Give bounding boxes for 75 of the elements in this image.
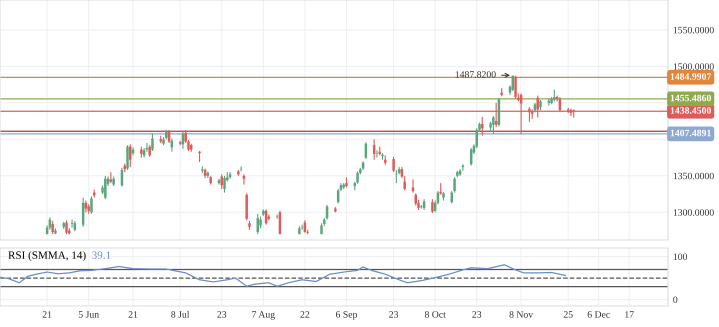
x-tick-label: 22 (300, 311, 310, 318)
candlestick (112, 176, 115, 187)
candlestick (264, 208, 268, 226)
candlestick (104, 175, 107, 200)
y-tick-label: 1550.0000 (674, 26, 714, 34)
candlestick (412, 178, 414, 194)
y-tick-label: 1350.0000 (674, 172, 714, 180)
candlestick (534, 102, 536, 113)
candlestick (204, 168, 206, 179)
candlestick (74, 220, 76, 232)
y-tick-label: 1300.0000 (674, 209, 714, 216)
candlestick (170, 138, 174, 152)
annotation: 1487.8200 (456, 71, 496, 78)
x-tick-label: 23 (472, 311, 482, 318)
candlestick (220, 174, 223, 190)
x-tick-label: 8 Nov (509, 311, 534, 318)
candlestick (256, 213, 260, 235)
y-tick-label: 0 (673, 296, 678, 304)
candlestick (414, 192, 418, 206)
candlestick (48, 216, 52, 230)
x-tick-label: 5 Jun (78, 311, 99, 318)
ref-line-label: 1484.9907 (670, 73, 712, 80)
candlestick (364, 142, 368, 160)
candlestick (84, 200, 88, 213)
candlestick (110, 172, 112, 184)
candlestick (470, 148, 472, 166)
x-tick-label: 23 (217, 311, 226, 318)
candlestick (160, 135, 162, 144)
candlestick (65, 220, 68, 235)
candlestick (51, 220, 54, 235)
x-tick-label: 6 Sep (336, 311, 358, 320)
candlestick (512, 74, 514, 92)
ref-line-label: 1407.4891 (670, 130, 711, 136)
candlestick (439, 182, 442, 196)
candlestick (223, 175, 226, 194)
ref-line-label: 1455.4860 (670, 94, 711, 102)
x-tick-label: 17 (625, 311, 634, 318)
candlestick (395, 169, 398, 184)
x-tick-label: 23 (389, 311, 398, 318)
annotation: 39.1 (92, 251, 110, 259)
chart-title: RSI (SMMA, 14) (8, 251, 86, 262)
candlestick (345, 176, 348, 188)
x-tick-label: 8 Jul (171, 310, 190, 318)
y-tick-label: 1500.0000 (674, 63, 714, 70)
x-tick-label: 7 Aug (252, 311, 275, 320)
line-series (0, 264, 566, 287)
candlestick (87, 204, 90, 214)
candlestick (304, 220, 306, 234)
candlestick (514, 75, 517, 100)
candlestick (140, 146, 143, 158)
candlestick (492, 115, 495, 135)
candlestick (168, 129, 170, 144)
x-tick-label: 25 (564, 311, 573, 318)
candlestick (422, 198, 426, 211)
candlestick (82, 197, 84, 228)
candlestick (481, 116, 484, 136)
candlestick (392, 156, 395, 173)
y-tick-label: 100 (674, 254, 688, 260)
candlestick (90, 196, 93, 214)
candlestick (553, 89, 556, 102)
candlestick (431, 198, 434, 214)
candlestick (151, 132, 154, 152)
x-tick-label: 6 Dec (588, 311, 610, 318)
candlestick (198, 150, 201, 162)
candlestick (278, 210, 282, 235)
x-tick-label: 21 (128, 311, 138, 318)
candlestick (129, 144, 132, 168)
candlestick (378, 146, 381, 156)
x-tick-label: 21 (42, 311, 52, 318)
candlestick (182, 130, 184, 150)
ref-line-label: 1438.4500 (670, 107, 711, 114)
candlestick (148, 144, 151, 158)
x-tick-label: 8 Oct (424, 311, 446, 318)
candlestick (120, 167, 124, 188)
candlestick (372, 138, 376, 160)
